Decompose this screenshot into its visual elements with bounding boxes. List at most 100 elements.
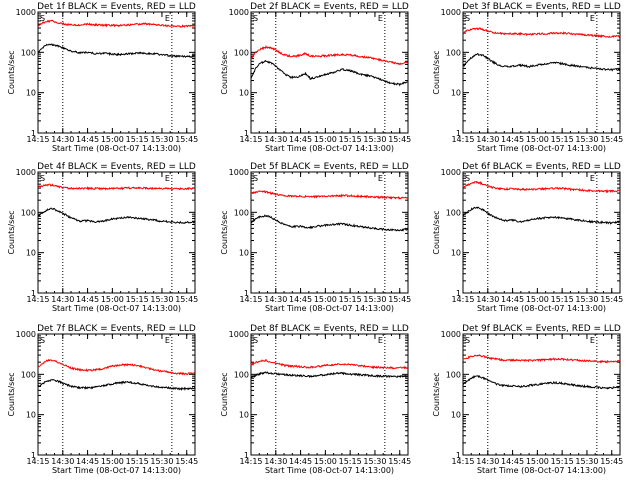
x-tick-label: 14:15 [451, 135, 474, 144]
end-marker-label: E [590, 14, 595, 23]
y-tick-label: 1000 [229, 8, 249, 17]
series-lld-line [37, 358, 195, 376]
y-tick-label: 100 [21, 48, 36, 57]
x-tick-label: 14:30 [476, 295, 499, 304]
x-tick-label: 15:30 [363, 135, 386, 144]
y-axis-label: Counts/sec [220, 372, 229, 416]
x-tick-label: 15:30 [363, 457, 386, 466]
series-events-line [250, 371, 409, 379]
x-tick-label: 15:45 [600, 135, 623, 144]
end-marker-label: E [590, 336, 595, 345]
x-tick-label: 15:15 [339, 457, 362, 466]
x-tick-label: 15:30 [150, 135, 173, 144]
x-tick-label: 15:30 [150, 457, 173, 466]
panel-title: Det 7f BLACK = Events, RED = LLD [37, 324, 196, 334]
y-tick-label: 10 [239, 89, 249, 98]
end-marker-label: E [165, 336, 170, 345]
x-tick-label: 15:15 [339, 135, 362, 144]
x-tick-label: 15:15 [551, 457, 574, 466]
x-tick-label: 15:45 [600, 457, 623, 466]
panel-det-4: Det 4f BLACK = Events, RED = LLD 1 10 100 10… [7, 162, 198, 313]
plot-frame [37, 11, 196, 134]
series-lld-line [250, 190, 409, 200]
plot-frame [37, 333, 196, 456]
start-marker-label: S [465, 336, 470, 345]
y-tick-label: 1000 [16, 168, 36, 177]
y-tick-label: 10 [239, 411, 249, 420]
x-tick-label: 15:00 [101, 135, 124, 144]
x-tick-label: 14:15 [26, 135, 49, 144]
end-marker-label: E [165, 14, 170, 23]
x-tick-label: 14:30 [51, 135, 74, 144]
y-axis-label: Counts/sec [7, 50, 16, 94]
x-tick-label: 15:00 [526, 135, 549, 144]
start-marker-label: S [465, 14, 470, 23]
x-tick-label: 14:15 [451, 295, 474, 304]
x-tick-label: 14:30 [51, 457, 74, 466]
x-tick-label: 14:15 [26, 457, 49, 466]
y-tick-label: 1000 [441, 330, 461, 339]
y-axis-label: Counts/sec [7, 372, 16, 416]
y-tick-label: 10 [239, 249, 249, 258]
start-marker-label: S [253, 336, 258, 345]
y-axis-label: Counts/sec [7, 210, 16, 254]
x-axis-label: Start Time (08-Oct-07 14:13:00) [477, 144, 606, 153]
y-axis-label: Counts/sec [432, 50, 441, 94]
start-marker-label: S [40, 174, 45, 183]
y-tick-label: 100 [234, 370, 249, 379]
x-tick-label: 14:45 [76, 135, 99, 144]
x-axis-label: Start Time (08-Oct-07 14:13:00) [265, 466, 394, 475]
series-lld-line [37, 183, 196, 191]
panel-title: Det 3f BLACK = Events, RED = LLD [462, 2, 621, 12]
y-tick-label: 1000 [229, 168, 249, 177]
x-tick-label: 14:45 [76, 295, 99, 304]
panel-det-5: Det 5f BLACK = Events, RED = LLD 1 10 100 10… [220, 162, 411, 313]
x-tick-label: 15:15 [551, 295, 574, 304]
x-tick-label: 14:15 [26, 295, 49, 304]
x-tick-label: 14:30 [264, 457, 287, 466]
end-marker-label: E [378, 174, 383, 183]
start-marker-label: S [40, 336, 45, 345]
start-marker-label: S [465, 174, 470, 183]
panel-title: Det 1f BLACK = Events, RED = LLD [37, 2, 196, 12]
x-tick-label: 15:45 [175, 135, 198, 144]
x-tick-label: 15:15 [339, 295, 362, 304]
y-axis-label: Counts/sec [220, 210, 229, 254]
start-marker-label: S [253, 14, 258, 23]
x-tick-label: 15:15 [126, 457, 149, 466]
x-tick-label: 14:30 [476, 135, 499, 144]
x-tick-label: 15:00 [526, 457, 549, 466]
panel-title: Det 8f BLACK = Events, RED = LLD [250, 324, 409, 334]
y-axis-label: Counts/sec [432, 372, 441, 416]
y-tick-label: 1 [31, 451, 36, 460]
y-tick-label: 1 [456, 129, 461, 138]
x-tick-label: 14:45 [289, 135, 312, 144]
y-tick-label: 10 [451, 89, 461, 98]
y-tick-label: 10 [26, 411, 36, 420]
x-tick-label: 15:15 [551, 135, 574, 144]
panel-title: Det 9f BLACK = Events, RED = LLD [462, 324, 621, 334]
x-tick-label: 15:00 [101, 457, 124, 466]
panel-det-8: Det 8f BLACK = Events, RED = LLD 1 10 100 10… [220, 324, 411, 475]
series-lld-line [462, 27, 621, 39]
x-axis-label: Start Time (08-Oct-07 14:13:00) [265, 304, 394, 313]
end-marker-label: E [165, 174, 170, 183]
x-tick-label: 14:45 [501, 457, 524, 466]
y-tick-label: 10 [26, 249, 36, 258]
x-tick-label: 15:30 [363, 295, 386, 304]
plot-frame [462, 333, 621, 456]
panel-title: Det 6f BLACK = Events, RED = LLD [462, 162, 621, 172]
x-tick-label: 14:30 [476, 457, 499, 466]
plot-frame [250, 333, 409, 456]
series-lld-line [462, 180, 620, 194]
y-tick-label: 1 [456, 451, 461, 460]
panel-det-6: Det 6f BLACK = Events, RED = LLD 1 10 100 10… [432, 162, 623, 313]
y-tick-label: 1000 [229, 330, 249, 339]
x-tick-label: 15:45 [175, 295, 198, 304]
y-tick-label: 100 [446, 370, 461, 379]
series-lld-line [37, 19, 195, 29]
y-tick-label: 100 [21, 208, 36, 217]
x-tick-label: 15:45 [388, 295, 411, 304]
x-tick-label: 14:15 [239, 457, 262, 466]
